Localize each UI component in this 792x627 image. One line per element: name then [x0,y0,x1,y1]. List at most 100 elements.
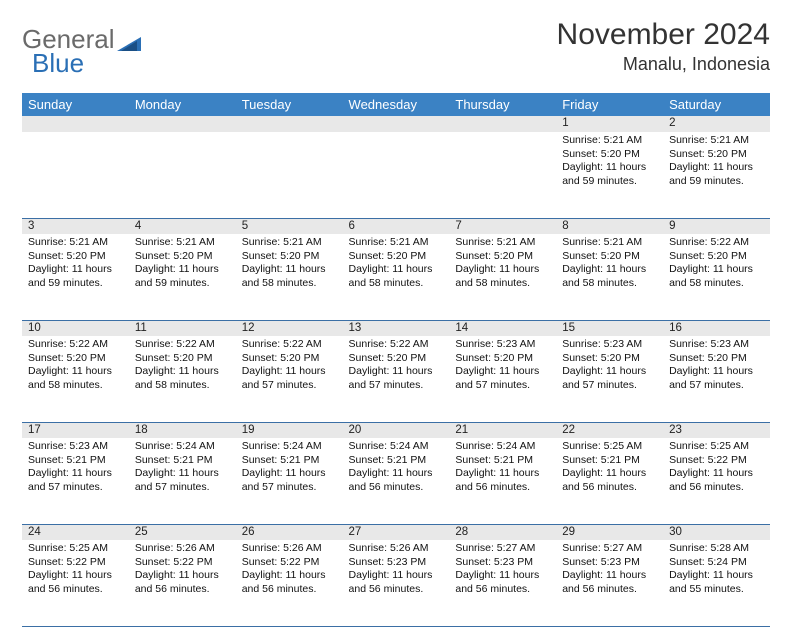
daylight-text: Daylight: 11 hours and 57 minutes. [455,365,550,392]
sunrise-text: Sunrise: 5:21 AM [562,236,657,250]
day-content-cell: Sunrise: 5:21 AMSunset: 5:20 PMDaylight:… [22,234,129,320]
sunset-text: Sunset: 5:20 PM [28,352,123,366]
daylight-text: Daylight: 11 hours and 56 minutes. [562,467,657,494]
daylight-text: Daylight: 11 hours and 58 minutes. [135,365,230,392]
daylight-text: Daylight: 11 hours and 57 minutes. [562,365,657,392]
sunrise-text: Sunrise: 5:21 AM [669,134,764,148]
day-content-cell: Sunrise: 5:21 AMSunset: 5:20 PMDaylight:… [236,234,343,320]
day-number-cell: 11 [129,320,236,336]
content-row: Sunrise: 5:21 AMSunset: 5:20 PMDaylight:… [22,234,770,320]
sunset-text: Sunset: 5:20 PM [669,250,764,264]
day-number-cell: 30 [663,524,770,540]
sunset-text: Sunset: 5:21 PM [28,454,123,468]
day-number-cell: 22 [556,422,663,438]
sunset-text: Sunset: 5:22 PM [28,556,123,570]
weekday-header: Monday [129,93,236,116]
day-number-cell: 25 [129,524,236,540]
day-number-cell [236,116,343,132]
weekday-header: Tuesday [236,93,343,116]
sunrise-text: Sunrise: 5:22 AM [242,338,337,352]
day-content-cell: Sunrise: 5:27 AMSunset: 5:23 PMDaylight:… [449,540,556,626]
sunset-text: Sunset: 5:20 PM [669,352,764,366]
month-title: November 2024 [557,18,770,52]
daylight-text: Daylight: 11 hours and 56 minutes. [455,569,550,596]
content-row: Sunrise: 5:21 AMSunset: 5:20 PMDaylight:… [22,132,770,218]
sunrise-text: Sunrise: 5:25 AM [28,542,123,556]
day-number-cell: 14 [449,320,556,336]
sunset-text: Sunset: 5:20 PM [28,250,123,264]
daylight-text: Daylight: 11 hours and 56 minutes. [669,467,764,494]
sunset-text: Sunset: 5:20 PM [349,352,444,366]
day-number-cell: 12 [236,320,343,336]
daylight-text: Daylight: 11 hours and 58 minutes. [562,263,657,290]
daylight-text: Daylight: 11 hours and 56 minutes. [562,569,657,596]
day-content-cell: Sunrise: 5:22 AMSunset: 5:20 PMDaylight:… [663,234,770,320]
day-content-cell [22,132,129,218]
sunrise-text: Sunrise: 5:22 AM [669,236,764,250]
sunrise-text: Sunrise: 5:22 AM [349,338,444,352]
day-number-cell: 6 [343,218,450,234]
weekday-header: Sunday [22,93,129,116]
day-content-cell [236,132,343,218]
weekday-header: Saturday [663,93,770,116]
weekday-header-row: SundayMondayTuesdayWednesdayThursdayFrid… [22,93,770,116]
sunrise-text: Sunrise: 5:23 AM [455,338,550,352]
logo-word2: Blue [32,48,84,79]
logo-triangle-icon [117,33,141,51]
sunrise-text: Sunrise: 5:26 AM [135,542,230,556]
day-content-cell: Sunrise: 5:21 AMSunset: 5:20 PMDaylight:… [449,234,556,320]
sunrise-text: Sunrise: 5:25 AM [669,440,764,454]
day-number-cell: 21 [449,422,556,438]
daylight-text: Daylight: 11 hours and 59 minutes. [28,263,123,290]
sunrise-text: Sunrise: 5:28 AM [669,542,764,556]
day-content-cell: Sunrise: 5:23 AMSunset: 5:20 PMDaylight:… [449,336,556,422]
sunset-text: Sunset: 5:22 PM [669,454,764,468]
day-content-cell: Sunrise: 5:22 AMSunset: 5:20 PMDaylight:… [22,336,129,422]
sunset-text: Sunset: 5:20 PM [242,250,337,264]
day-content-cell: Sunrise: 5:23 AMSunset: 5:20 PMDaylight:… [556,336,663,422]
sunrise-text: Sunrise: 5:27 AM [455,542,550,556]
daylight-text: Daylight: 11 hours and 56 minutes. [349,467,444,494]
day-content-cell: Sunrise: 5:24 AMSunset: 5:21 PMDaylight:… [449,438,556,524]
day-content-cell: Sunrise: 5:22 AMSunset: 5:20 PMDaylight:… [343,336,450,422]
sunrise-text: Sunrise: 5:24 AM [242,440,337,454]
day-content-cell [449,132,556,218]
day-number-cell [129,116,236,132]
day-content-cell [343,132,450,218]
daylight-text: Daylight: 11 hours and 58 minutes. [669,263,764,290]
sunset-text: Sunset: 5:22 PM [135,556,230,570]
day-number-cell: 10 [22,320,129,336]
sunrise-text: Sunrise: 5:21 AM [455,236,550,250]
daylight-text: Daylight: 11 hours and 57 minutes. [242,365,337,392]
sunset-text: Sunset: 5:20 PM [455,352,550,366]
sunset-text: Sunset: 5:20 PM [135,250,230,264]
day-content-cell: Sunrise: 5:24 AMSunset: 5:21 PMDaylight:… [343,438,450,524]
day-number-cell: 2 [663,116,770,132]
daylight-text: Daylight: 11 hours and 59 minutes. [562,161,657,188]
daylight-text: Daylight: 11 hours and 57 minutes. [242,467,337,494]
day-number-cell: 29 [556,524,663,540]
sunrise-text: Sunrise: 5:24 AM [455,440,550,454]
day-content-cell: Sunrise: 5:25 AMSunset: 5:21 PMDaylight:… [556,438,663,524]
sunrise-text: Sunrise: 5:24 AM [349,440,444,454]
daylight-text: Daylight: 11 hours and 59 minutes. [135,263,230,290]
sunrise-text: Sunrise: 5:21 AM [242,236,337,250]
sunset-text: Sunset: 5:21 PM [242,454,337,468]
location: Manalu, Indonesia [557,54,770,75]
weekday-header: Wednesday [343,93,450,116]
content-row: Sunrise: 5:23 AMSunset: 5:21 PMDaylight:… [22,438,770,524]
day-number-cell: 4 [129,218,236,234]
sunset-text: Sunset: 5:20 PM [562,352,657,366]
sunset-text: Sunset: 5:20 PM [562,250,657,264]
sunset-text: Sunset: 5:20 PM [135,352,230,366]
sunrise-text: Sunrise: 5:26 AM [242,542,337,556]
day-content-cell: Sunrise: 5:21 AMSunset: 5:20 PMDaylight:… [343,234,450,320]
sunset-text: Sunset: 5:20 PM [455,250,550,264]
sunset-text: Sunset: 5:20 PM [242,352,337,366]
sunset-text: Sunset: 5:21 PM [455,454,550,468]
sunrise-text: Sunrise: 5:24 AM [135,440,230,454]
day-number-cell: 9 [663,218,770,234]
day-number-cell: 15 [556,320,663,336]
sunset-text: Sunset: 5:23 PM [562,556,657,570]
sunrise-text: Sunrise: 5:22 AM [135,338,230,352]
